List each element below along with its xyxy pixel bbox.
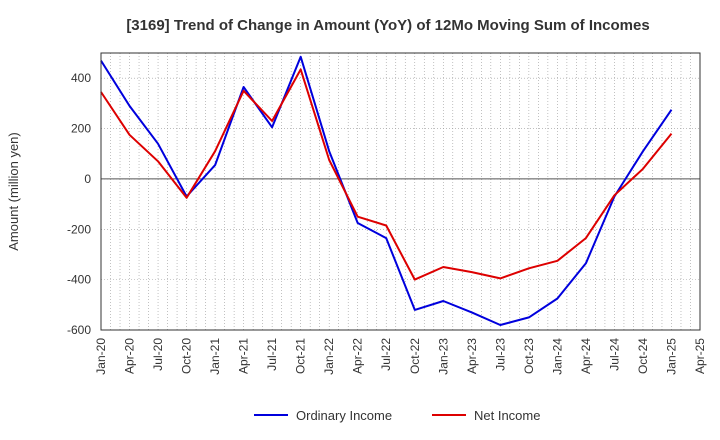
y-tick-label: -400 <box>67 273 91 287</box>
x-axis-ticks: Jan-20 Apr-20 Jul-20 Oct-20 Jan-21 Apr-21 Jul-… <box>94 338 707 375</box>
series-layer <box>100 55 673 326</box>
y-axis-label: Amount (million yen) <box>6 132 21 251</box>
x-tick-label: Jan-24 <box>550 338 564 375</box>
legend-label: Ordinary Income <box>296 408 392 423</box>
x-tick-label: Apr-21 <box>237 338 251 374</box>
grid <box>100 53 701 331</box>
y-tick-label: 200 <box>71 122 91 136</box>
x-tick-label: Jul-22 <box>379 338 393 371</box>
x-tick-label: Jul-24 <box>607 338 621 371</box>
x-tick-label: Jul-21 <box>265 338 279 371</box>
x-tick-label: Apr-25 <box>693 338 707 374</box>
y-tick-label: -200 <box>67 222 91 236</box>
x-tick-label: Oct-23 <box>522 338 536 374</box>
y-tick-label: 0 <box>84 172 91 186</box>
x-tick-label: Jan-20 <box>94 338 108 375</box>
x-tick-label: Apr-22 <box>351 338 365 374</box>
legend-label: Net Income <box>474 408 540 423</box>
x-tick-label: Oct-21 <box>294 338 308 374</box>
x-tick-label: Oct-20 <box>180 338 194 374</box>
x-tick-label: Jan-25 <box>664 338 678 375</box>
chart-title: [3169] Trend of Change in Amount (YoY) o… <box>126 17 649 34</box>
x-tick-label: Jul-20 <box>151 338 165 371</box>
y-tick-label: -600 <box>67 323 91 337</box>
series-line-ordinary-income <box>100 55 673 326</box>
x-tick-label: Jan-22 <box>322 338 336 375</box>
x-tick-label: Apr-24 <box>579 338 593 374</box>
x-tick-label: Jul-23 <box>493 338 507 371</box>
legend: Ordinary Income Net Income <box>254 408 540 423</box>
plot-frame <box>100 52 701 331</box>
x-tick-label: Apr-20 <box>123 338 137 374</box>
x-tick-label: Jan-23 <box>436 338 450 375</box>
x-tick-label: Oct-22 <box>408 338 422 374</box>
series-line-net-income <box>100 68 673 281</box>
x-tick-label: Apr-23 <box>465 338 479 374</box>
x-tick-label: Oct-24 <box>636 338 650 374</box>
y-axis-ticks: -600 -400 -200 0 200 400 <box>67 71 91 337</box>
y-tick-label: 400 <box>71 71 91 85</box>
x-tick-label: Jan-21 <box>208 338 222 375</box>
